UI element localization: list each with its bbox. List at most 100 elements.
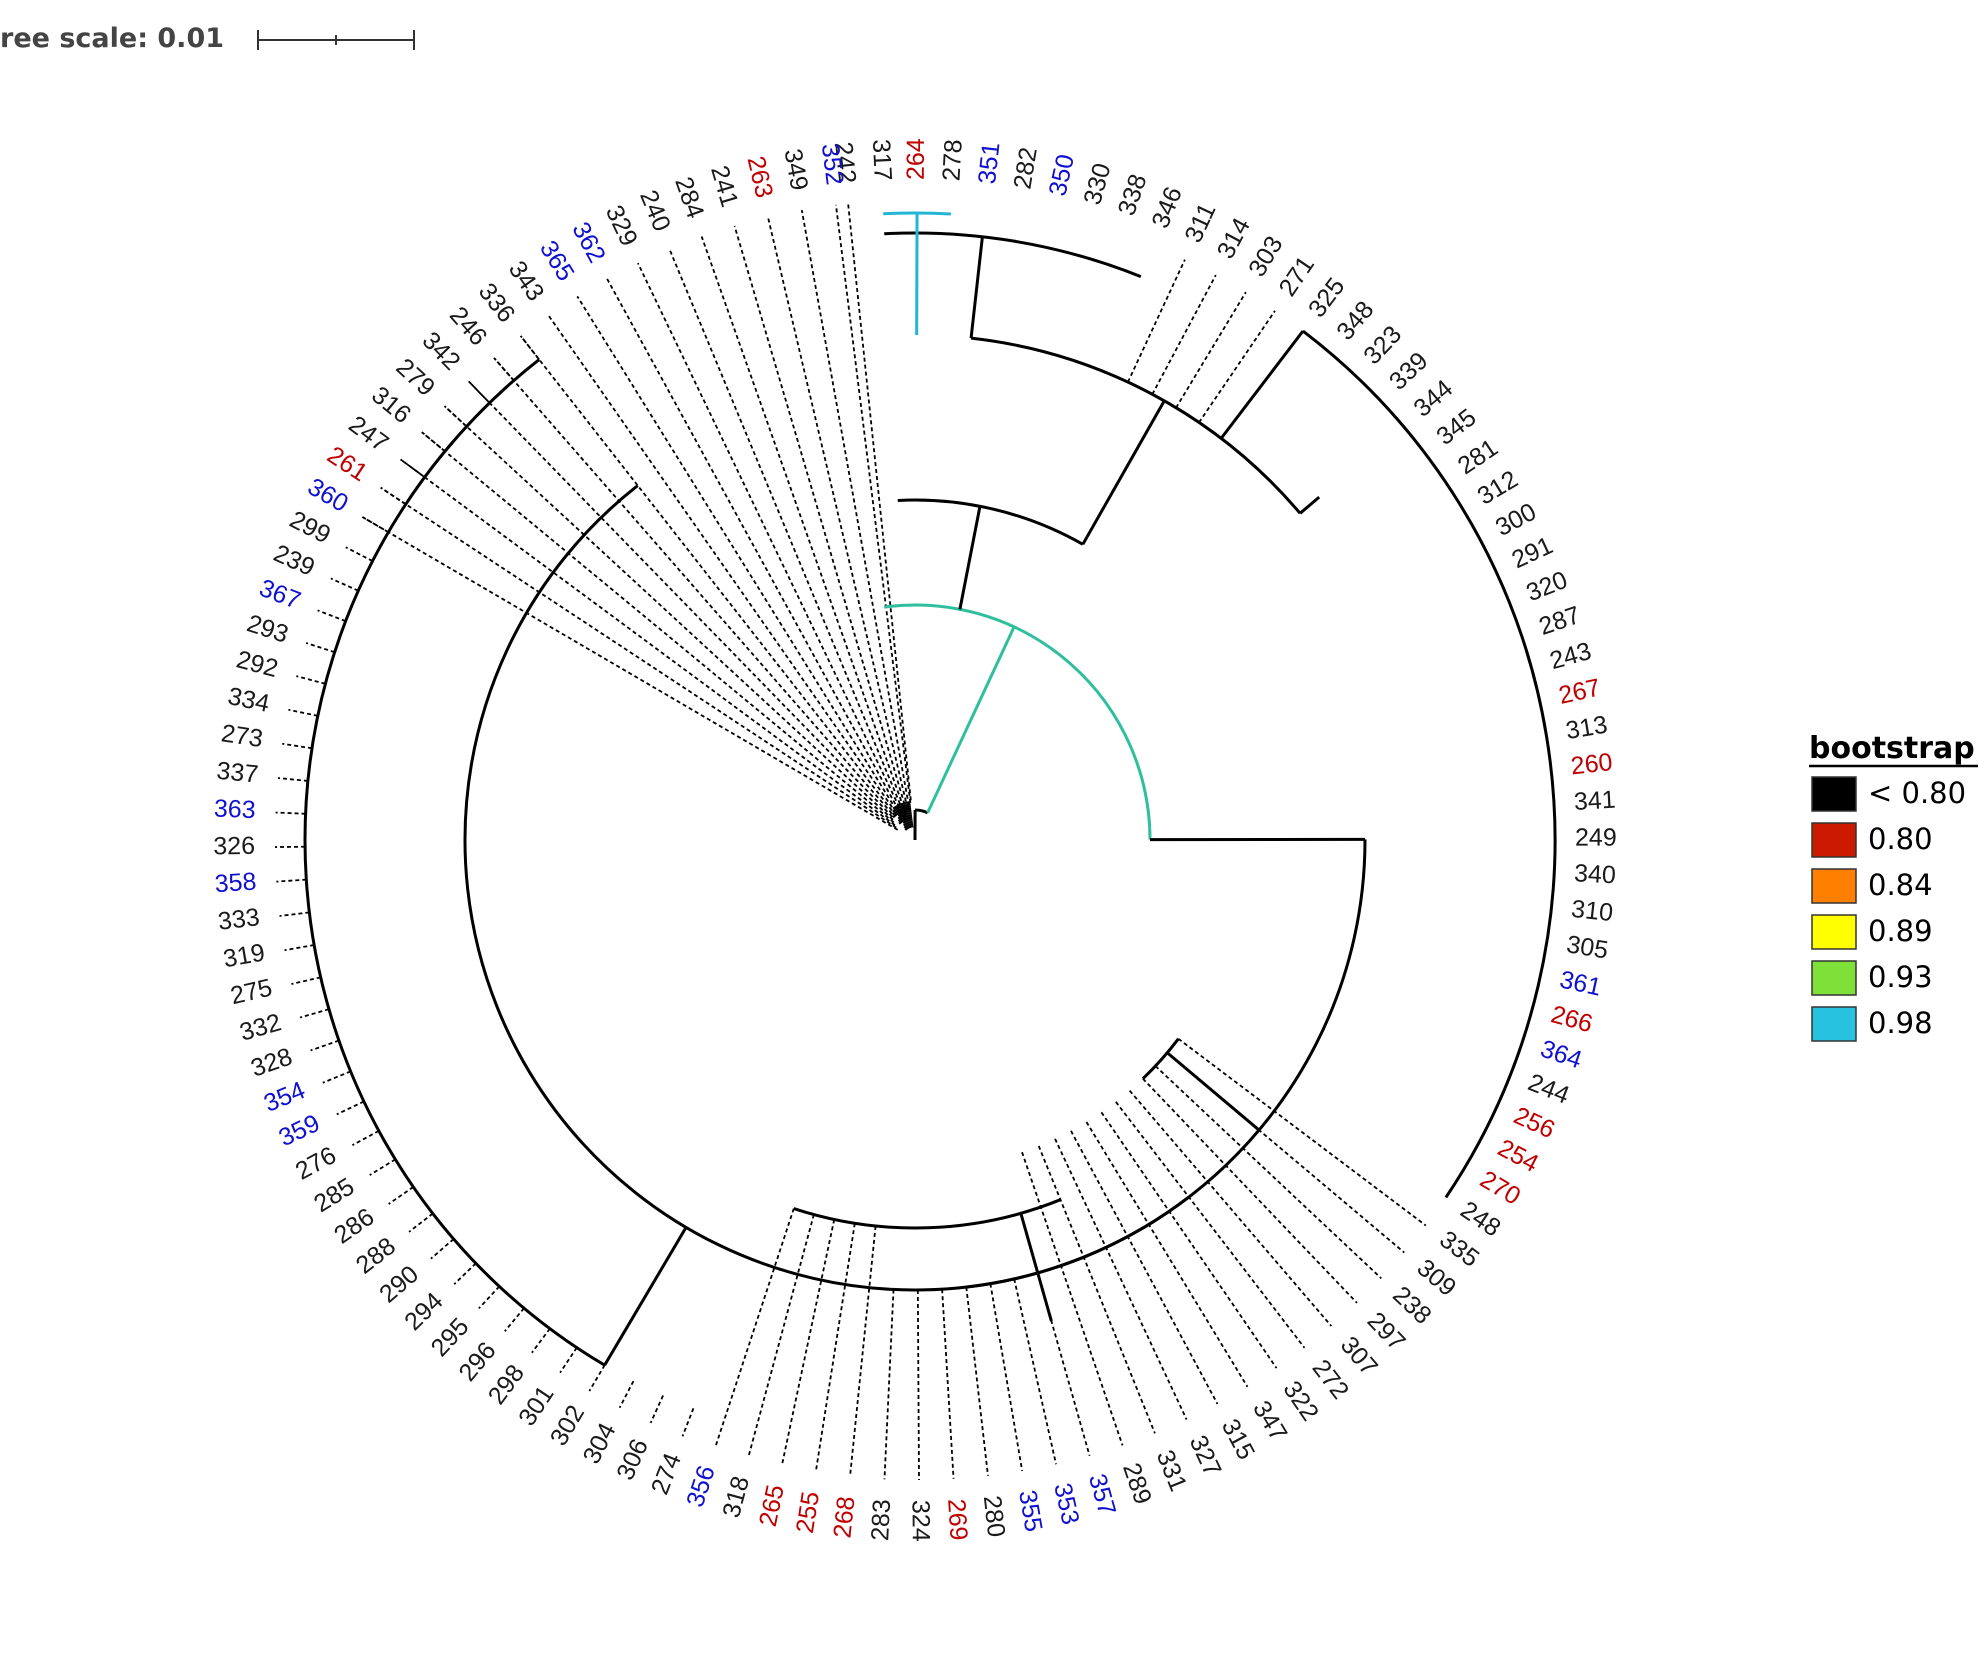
leaf-connector [380, 486, 407, 505]
tree-branch-arc [897, 814, 913, 823]
legend-label: 0.93 [1868, 960, 1933, 994]
leaf-label: 282 [1008, 145, 1042, 191]
leaf-connector [1070, 1130, 1219, 1405]
leaf-connector [291, 976, 321, 985]
leaf-label: 300 [1491, 498, 1541, 542]
tree-branch [1081, 400, 1166, 546]
leaf-label: 331 [1151, 1446, 1193, 1495]
leaf-label: 311 [1179, 199, 1221, 247]
leaf-connector [618, 1380, 635, 1409]
tree-branch [969, 236, 984, 339]
leaf-label: 263 [742, 154, 779, 201]
leaf-connector [519, 335, 893, 812]
leaf-connector [576, 295, 894, 805]
tree-branch-arc [883, 603, 1152, 840]
leaf-label: 275 [228, 974, 275, 1011]
leaf-connector [352, 1130, 380, 1146]
leaf-connector [430, 1238, 455, 1260]
tree-branch [603, 1226, 688, 1366]
leaf-connector [1013, 1278, 1057, 1465]
leaf-connector [336, 1100, 365, 1116]
leaf-label: 361 [1557, 965, 1604, 1001]
leaf-label: 317 [867, 138, 897, 181]
tree-branch-arc [892, 807, 912, 819]
leaf-label: 249 [1575, 824, 1617, 852]
leaf-label: 241 [705, 162, 744, 210]
leaf-connector [322, 1070, 351, 1084]
tree-branch-arc [970, 336, 1302, 515]
leaf-label: 310 [1570, 895, 1614, 927]
leaf-connector [668, 248, 907, 818]
tree-branch-arc [902, 818, 913, 825]
leaf-connector [310, 1039, 340, 1052]
leaf-label: 355 [1013, 1488, 1048, 1534]
leaf-connector [916, 1289, 920, 1480]
scale-bar-label: ree scale: 0.01 [0, 23, 224, 54]
leaf-label: 278 [937, 139, 967, 182]
leaf-connector [362, 516, 899, 831]
leaf-connector [1127, 259, 1186, 383]
leaf-connector [559, 1347, 578, 1374]
leaf-label: 283 [866, 1499, 896, 1542]
leaf-connector [443, 405, 468, 428]
leaf-labels: 242 317 264 278 351 282 3503303383463113143032… [213, 138, 1617, 1542]
leaf-label: 268 [828, 1495, 860, 1539]
leaf-connector [800, 209, 910, 806]
leaf-connector [1085, 1121, 1249, 1388]
leaf-label: 293 [243, 609, 291, 648]
leaf-label: 352 [816, 142, 849, 187]
leaf-label: 364 [1537, 1035, 1586, 1075]
leaf-connector [380, 486, 897, 829]
leaf-connector [467, 380, 491, 404]
leaf-connector [330, 577, 359, 592]
tree-branch-arc [793, 1198, 1062, 1230]
leaf-label: 265 [754, 1482, 790, 1529]
leaf-connector [388, 1186, 414, 1205]
leaf-connector [700, 236, 907, 815]
leaf-connector [408, 1212, 434, 1233]
leaf-connector [588, 1364, 606, 1392]
leaf-connector [277, 777, 308, 782]
tree-branch [926, 626, 1016, 814]
tree-branch-arc [897, 498, 1084, 546]
legend-title: bootstrap [1809, 731, 1975, 766]
legend-swatch [1811, 1006, 1857, 1042]
leaf-label: 357 [1083, 1471, 1121, 1519]
leaf-connector [288, 708, 318, 717]
leaf-connector [941, 1289, 955, 1479]
leaf-connector [345, 546, 373, 562]
leaf-connector [883, 1289, 895, 1480]
leaf-connector-lines [275, 203, 1427, 1480]
tree-branch-arc [897, 811, 912, 820]
leaf-label: 367 [255, 574, 304, 615]
leaf-label: 273 [219, 719, 264, 753]
leaf-label: 346 [1146, 183, 1188, 232]
leaf-connector [421, 431, 446, 452]
leaf-label: 340 [1573, 859, 1616, 889]
leaf-label: 284 [669, 173, 709, 222]
legend-swatch [1811, 914, 1857, 950]
leaf-connector [1154, 1065, 1382, 1280]
tree-branch [1219, 330, 1305, 440]
leaf-connector [362, 516, 389, 533]
tree-branch-arc [883, 211, 951, 216]
leaf-label: 353 [1048, 1480, 1085, 1527]
leaf-connector [1198, 310, 1276, 423]
leaf-label: 306 [611, 1435, 654, 1485]
legend-swatch [1811, 822, 1857, 858]
leaf-label: 291 [1507, 531, 1557, 574]
leaf-connector [849, 1225, 877, 1477]
leaf-connector [814, 1223, 856, 1473]
leaf-connector [681, 1408, 695, 1437]
leaf-label: 292 [233, 645, 280, 683]
legend-swatch [1811, 776, 1857, 812]
legend-swatch [1811, 960, 1857, 996]
leaf-connector [493, 357, 515, 382]
leaf-connector [399, 458, 896, 826]
leaf-label: 256 [1510, 1101, 1560, 1144]
leaf-connector [606, 278, 907, 823]
leaf-connector [1054, 1138, 1188, 1420]
leaf-connector [1115, 1101, 1306, 1349]
leaf-label: 332 [237, 1008, 285, 1046]
leaf-connector [467, 380, 893, 818]
